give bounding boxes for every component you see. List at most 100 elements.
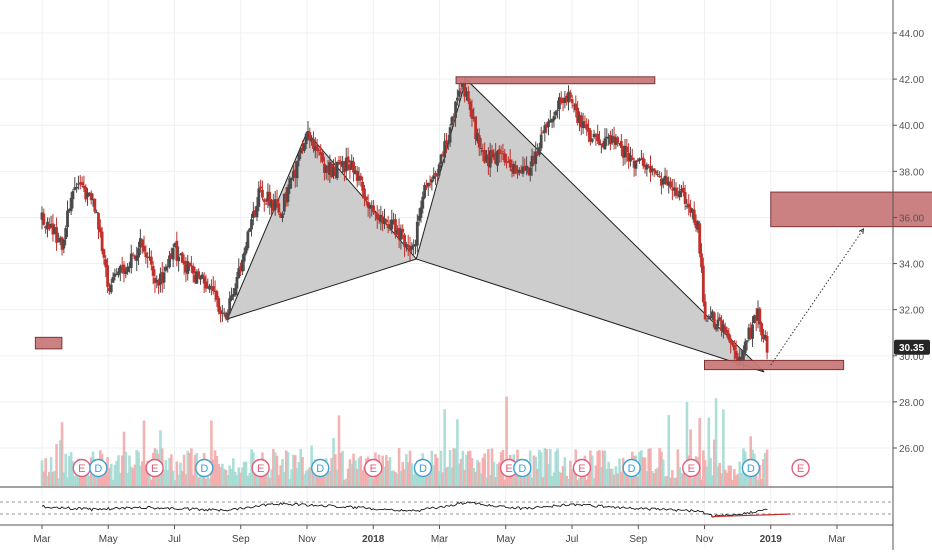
zone-target-box[interactable] <box>770 191 932 228</box>
candle-body <box>326 166 330 173</box>
candle-body <box>319 151 323 155</box>
candle-body <box>244 246 248 254</box>
volume-bar <box>204 478 208 486</box>
zone-resistance-top[interactable] <box>455 76 656 85</box>
candle-body <box>200 274 204 279</box>
candle-body <box>206 287 210 289</box>
candle-body <box>601 142 605 148</box>
candle-body <box>217 298 221 312</box>
earnings-marker[interactable]: E <box>251 458 270 478</box>
volume-bar <box>709 457 712 486</box>
volume-bar <box>692 476 696 486</box>
earnings-marker[interactable]: E <box>499 458 519 478</box>
pattern-triangle-bcd[interactable] <box>415 78 765 373</box>
dividend-marker[interactable]: D <box>413 458 433 478</box>
candle-body <box>712 312 716 328</box>
volume-bar <box>496 463 499 486</box>
volume-bar <box>523 476 527 486</box>
candle-body <box>115 274 119 276</box>
volume-bar <box>335 469 339 486</box>
candle-body <box>390 219 394 230</box>
volume-bar <box>450 467 454 486</box>
candle-body <box>519 171 523 173</box>
volume-bar <box>292 454 295 486</box>
volume-bar <box>295 468 299 486</box>
candle-body <box>333 166 337 176</box>
dividend-marker[interactable]: D <box>622 458 641 478</box>
volume-bar <box>211 459 215 486</box>
volume-bar <box>612 474 616 486</box>
volume-bar <box>700 479 703 486</box>
pattern-triangle-xab[interactable] <box>226 131 418 320</box>
volume-bar <box>651 471 654 486</box>
dividend-marker[interactable]: D <box>741 458 761 478</box>
candle-body <box>681 187 685 193</box>
dividend-marker[interactable]: D <box>311 458 330 478</box>
volume-bar <box>401 462 405 486</box>
candle-body <box>257 188 261 207</box>
volume-bar <box>244 461 248 486</box>
candle-body <box>576 107 580 124</box>
volume-bar <box>179 462 182 486</box>
event-circle <box>413 458 433 478</box>
earnings-marker[interactable]: E <box>791 458 810 478</box>
candle-body <box>548 120 552 123</box>
volume-bar <box>641 457 645 486</box>
earnings-marker[interactable]: E <box>682 458 701 478</box>
candle-body <box>470 109 474 119</box>
volume-bar <box>539 452 543 486</box>
volume-bar <box>286 452 290 486</box>
volume-bar <box>379 468 383 486</box>
earnings-marker[interactable]: E <box>572 458 592 478</box>
candle-body <box>731 342 734 345</box>
candle-body <box>386 224 390 229</box>
zone-left-edge-box[interactable] <box>34 336 63 350</box>
volume-bar <box>689 429 692 486</box>
dividend-marker[interactable]: D <box>195 458 214 478</box>
volume-bar <box>137 451 140 486</box>
dividend-marker[interactable]: D <box>89 458 108 478</box>
zones[interactable] <box>34 76 932 371</box>
earnings-marker[interactable]: E <box>72 458 91 478</box>
volume-bar <box>527 471 530 486</box>
candle-body <box>723 326 727 333</box>
candle-body <box>696 221 700 230</box>
candle-body <box>643 165 647 168</box>
candle-body <box>685 205 689 207</box>
candle-body <box>754 315 758 321</box>
candle-body <box>672 187 676 191</box>
candle-body <box>415 221 419 246</box>
candle-body <box>282 193 286 212</box>
dividend-marker[interactable]: D <box>513 458 532 478</box>
volume-bar <box>230 468 233 486</box>
candle-body <box>432 175 436 179</box>
volume-bar <box>534 456 538 486</box>
candle-body <box>476 133 479 142</box>
volume-bar <box>536 468 539 486</box>
candle-body <box>355 171 359 181</box>
volume-bar <box>605 468 609 486</box>
zone-support-bottom[interactable] <box>704 359 845 371</box>
candle-body <box>58 237 62 242</box>
candle-body <box>718 317 722 321</box>
volume-bar <box>505 396 508 486</box>
candle-body <box>306 131 310 134</box>
volume-bar <box>600 467 603 486</box>
candle-body <box>567 91 570 103</box>
volume-bar <box>445 467 448 486</box>
volume-bar <box>472 468 476 486</box>
volume-bar <box>164 460 168 486</box>
candle-body <box>111 277 115 283</box>
last-price-badge <box>894 339 930 355</box>
candle-body <box>634 160 638 169</box>
volume-bar <box>594 465 598 486</box>
candle-body <box>532 156 536 165</box>
volume-bar <box>375 472 379 486</box>
earnings-marker[interactable]: E <box>364 458 383 478</box>
volume-bar <box>569 460 572 486</box>
candle-body <box>614 137 618 145</box>
earnings-marker[interactable]: E <box>145 458 164 478</box>
